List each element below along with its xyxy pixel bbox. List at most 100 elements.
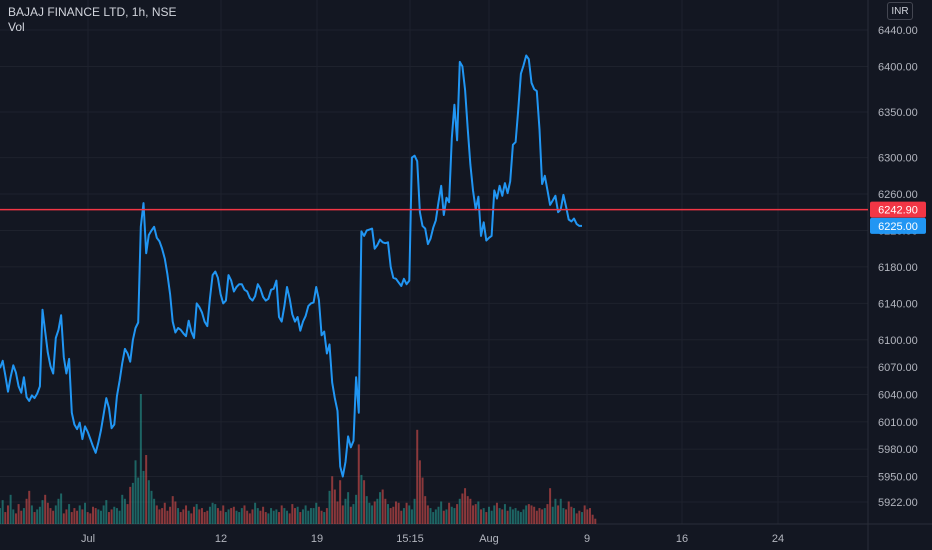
volume-bar: [442, 510, 445, 524]
volume-bar: [506, 510, 509, 524]
volume-bar: [270, 508, 273, 524]
volume-bar: [339, 480, 342, 524]
volume-bar: [4, 512, 7, 524]
volume-bar: [551, 506, 554, 524]
volume-bar: [387, 504, 389, 524]
y-tick-label: 6140.00: [878, 298, 918, 310]
volume-bar: [583, 505, 586, 524]
volume-bar: [38, 506, 41, 524]
volume-bar: [84, 502, 87, 524]
volume-bar: [490, 510, 493, 524]
volume-bar: [408, 505, 411, 524]
volume-bar: [44, 494, 47, 524]
volume-bar: [352, 504, 355, 524]
volume-bar: [195, 504, 198, 524]
volume-bar: [559, 498, 562, 524]
volume-bar: [171, 496, 174, 524]
y-tick-label: 5980.00: [878, 444, 918, 456]
volume-bar: [296, 506, 299, 524]
volume-bar: [70, 512, 73, 524]
volume-bar: [485, 512, 488, 524]
volume-bar: [14, 513, 17, 524]
volume-bar: [216, 508, 219, 524]
volume-bar: [211, 502, 214, 524]
volume-bar: [240, 508, 243, 524]
volume-bar: [185, 505, 188, 524]
volume-bar: [557, 505, 560, 524]
price-line: [0, 54, 582, 478]
volume-bar: [498, 508, 501, 524]
volume-bar: [426, 505, 429, 524]
volume-bar: [86, 512, 89, 524]
volume-bar: [437, 506, 440, 524]
volume-bar: [246, 510, 249, 524]
volume-bar: [469, 498, 472, 524]
price-labels: 6242.90 6225.00: [870, 201, 926, 234]
volume-bar: [562, 508, 565, 524]
volume-bar: [578, 510, 581, 524]
volume-bar: [304, 505, 307, 524]
volume-bar: [94, 508, 97, 524]
currency-button[interactable]: INR: [887, 2, 913, 20]
volume-bar: [25, 498, 28, 524]
volume-bar: [129, 486, 132, 524]
volume-bar: [525, 505, 528, 524]
volume-bar: [280, 505, 283, 524]
volume-bar: [147, 480, 150, 524]
volume-bar: [456, 504, 459, 524]
volume-bar: [46, 502, 49, 524]
volume-bar: [448, 502, 451, 524]
legend-symbol[interactable]: BAJAJ FINANCE LTD, 1h, NSE: [8, 5, 177, 19]
volume-bar: [389, 508, 392, 524]
volume-bar: [357, 444, 360, 524]
last-price-label: 6225.00: [878, 221, 918, 233]
x-tick-label: 9: [584, 533, 590, 545]
y-tick-label: 6180.00: [878, 262, 918, 274]
volume-bar: [113, 506, 116, 524]
volume-bar: [203, 512, 206, 524]
x-tick-label: 15:15: [396, 533, 424, 545]
volume-bar: [432, 512, 435, 524]
volume-bar: [503, 504, 506, 524]
volume-bar: [232, 506, 235, 524]
volume-bar: [554, 498, 557, 524]
volume-bar: [466, 496, 469, 524]
volume-bar: [256, 508, 259, 524]
volume-bar: [317, 506, 320, 524]
volume-bar: [421, 477, 424, 524]
volume-bar: [517, 510, 520, 524]
volume-bar: [193, 506, 195, 524]
volume-bar: [248, 513, 251, 524]
volume-bar: [272, 510, 275, 524]
volume-bar: [134, 460, 137, 524]
volume-bar: [320, 510, 323, 524]
volume-bar: [76, 510, 79, 524]
volume-bar: [131, 482, 134, 524]
volume-bar: [121, 494, 124, 524]
volume-bar: [323, 512, 326, 524]
volume-bar: [28, 490, 31, 524]
y-tick-label: 5950.00: [878, 471, 918, 483]
volume-bar: [81, 509, 84, 524]
volume-bar: [49, 508, 52, 524]
volume-bar: [546, 504, 549, 524]
legend-volume[interactable]: Vol: [8, 20, 25, 34]
volume-bar: [299, 512, 302, 524]
volume-bar: [511, 509, 514, 524]
volume-bars: [0, 394, 597, 524]
x-tick-label: 24: [772, 533, 784, 545]
volume-bar: [214, 504, 217, 524]
y-tick-label: 6260.00: [878, 189, 918, 201]
volume-bar: [581, 512, 583, 524]
time-axis: Jul 12 19 15:15 Aug 9 16 24: [81, 533, 784, 545]
volume-bar: [373, 501, 376, 524]
volume-bar: [368, 502, 371, 524]
volume-bar: [533, 506, 536, 524]
volume-bar: [30, 505, 33, 524]
volume-bar: [275, 509, 278, 524]
volume-bar: [392, 506, 395, 524]
volume-bar: [161, 508, 164, 524]
volume-bar: [166, 510, 169, 524]
